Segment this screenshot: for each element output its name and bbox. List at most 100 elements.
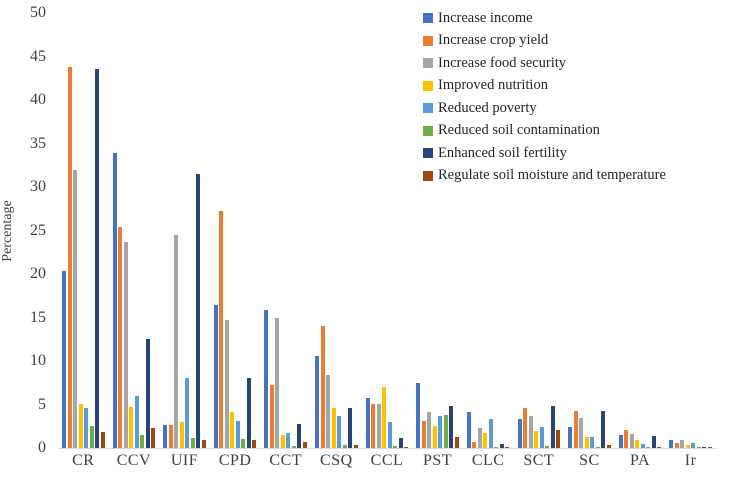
bar [342, 445, 347, 448]
bar-group-cpd [213, 13, 257, 448]
x-axis-label: CPD [218, 452, 252, 469]
bar [84, 407, 89, 448]
bar [151, 428, 156, 448]
legend-swatch-icon [423, 148, 433, 159]
bar [230, 412, 235, 448]
bar [78, 403, 83, 448]
legend-label: Regulate soil moisture and temperature [438, 167, 666, 184]
bar [579, 418, 584, 448]
x-axis: CR CCV UIF CPD CCT CSQ CCL PST CLC SCT SC PA Ir [58, 452, 716, 470]
bar [685, 444, 690, 448]
plot-area [58, 13, 716, 449]
legend-item: Reduced soil contamination [423, 120, 666, 143]
legend-label: Increase income [438, 9, 533, 26]
bar [235, 421, 240, 448]
x-axis-label: Ir [684, 452, 697, 469]
bar [477, 428, 482, 448]
bar [196, 173, 201, 448]
y-axis-tick: 50 [30, 4, 46, 21]
bar [438, 415, 443, 448]
bar [669, 440, 674, 448]
x-axis-label: PA [630, 452, 650, 469]
bar [100, 432, 105, 448]
bar [646, 447, 651, 448]
legend-swatch-icon [423, 125, 433, 136]
x-axis-label: SCT [523, 452, 555, 469]
bar [89, 426, 94, 448]
bar [365, 398, 370, 448]
bar [545, 446, 550, 448]
bar [624, 429, 629, 448]
bar [246, 377, 251, 448]
bar [601, 410, 606, 448]
legend-swatch-icon [423, 58, 433, 69]
x-axis-label: CCL [370, 452, 404, 469]
bar [539, 427, 544, 448]
bar [331, 407, 336, 448]
bar [337, 415, 342, 448]
bar [584, 436, 589, 448]
x-axis-label: CCT [269, 452, 303, 469]
bar [398, 438, 403, 448]
bar [472, 441, 477, 448]
bar [371, 403, 376, 448]
bar [280, 434, 285, 448]
bar-group-pa [618, 13, 662, 448]
bar [696, 447, 701, 448]
bar [353, 445, 358, 448]
legend-label: Reduced poverty [438, 99, 537, 116]
bar [606, 445, 611, 448]
bar [297, 423, 302, 448]
bar [657, 447, 662, 448]
bar [556, 429, 561, 448]
bar [528, 415, 533, 448]
y-axis-tick: 20 [30, 265, 46, 282]
legend-item: Increase income [423, 7, 666, 30]
bar [179, 421, 184, 448]
bar [219, 211, 224, 448]
bar [140, 434, 145, 448]
bar [466, 412, 471, 448]
bar [190, 438, 195, 448]
bar [517, 419, 522, 448]
legend-item: Enhanced soil fertility [423, 142, 666, 165]
bar [73, 169, 78, 448]
bar [393, 446, 398, 448]
legend-label: Reduced soil contamination [438, 122, 600, 139]
bar [550, 406, 555, 448]
bar [629, 434, 634, 448]
bar [707, 447, 712, 448]
bar-group-uif [163, 13, 206, 448]
bar [505, 447, 510, 448]
legend-swatch-icon [423, 170, 433, 181]
bar [534, 431, 539, 448]
bar [326, 374, 331, 448]
legend-label: Improved nutrition [438, 77, 548, 94]
y-axis-tick: 30 [30, 178, 46, 195]
bar [640, 443, 645, 448]
x-axis-label: CCV [116, 452, 152, 469]
bar [404, 447, 409, 448]
bar [635, 440, 640, 448]
bar-group-ir [669, 13, 712, 448]
bar-group-sc [568, 13, 611, 448]
y-axis-tick: 45 [30, 47, 46, 65]
bar [568, 427, 573, 448]
x-axis-label: UIF [170, 452, 199, 469]
bar [590, 436, 595, 448]
bar [376, 403, 381, 448]
bar [382, 387, 387, 448]
bar [315, 355, 320, 448]
bar [702, 447, 707, 448]
y-axis-tick: 15 [30, 308, 46, 326]
bar [129, 407, 134, 448]
bar-group-ccl [365, 13, 409, 448]
legend-item: Reduced poverty [423, 97, 666, 120]
y-axis: 0 5 10 15 20 25 30 35 40 45 50 [0, 4, 50, 456]
bar [174, 234, 179, 448]
bar [494, 447, 499, 448]
bar [224, 320, 229, 448]
legend-swatch-icon [423, 80, 433, 91]
bar [291, 446, 296, 448]
legend: Increase income Increase crop yield Increa… [423, 7, 666, 187]
